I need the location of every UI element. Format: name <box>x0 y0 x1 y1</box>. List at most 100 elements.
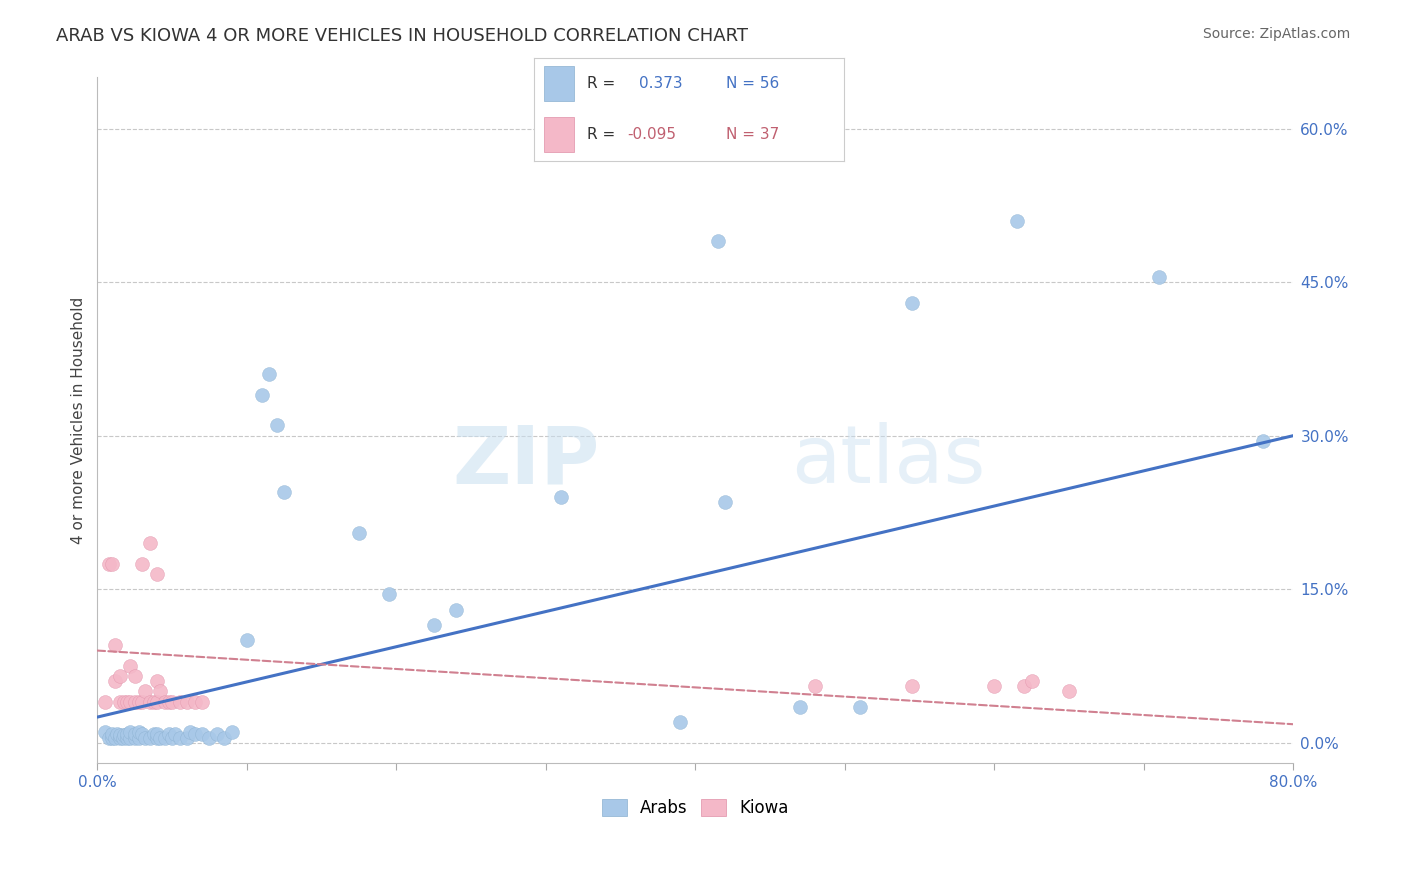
Point <box>131 727 153 741</box>
Point <box>714 495 737 509</box>
Point <box>205 727 228 741</box>
Point <box>378 587 401 601</box>
Point <box>153 695 176 709</box>
Point <box>108 731 131 745</box>
Point <box>1012 679 1035 693</box>
Point <box>157 695 180 709</box>
Point <box>901 679 924 693</box>
Point <box>273 484 295 499</box>
Point <box>347 525 370 540</box>
Point <box>146 695 169 709</box>
Point <box>804 679 827 693</box>
Point <box>143 695 166 709</box>
Point <box>183 695 205 709</box>
Point <box>146 727 169 741</box>
Point <box>134 731 156 745</box>
Point <box>169 731 191 745</box>
Text: atlas: atlas <box>792 423 986 500</box>
Point <box>124 669 146 683</box>
Point <box>108 669 131 683</box>
Point <box>101 731 124 745</box>
Text: ARAB VS KIOWA 4 OR MORE VEHICLES IN HOUSEHOLD CORRELATION CHART: ARAB VS KIOWA 4 OR MORE VEHICLES IN HOUS… <box>56 27 748 45</box>
Point <box>120 659 142 673</box>
Point <box>1005 213 1028 227</box>
Point <box>1021 674 1043 689</box>
Point <box>124 695 146 709</box>
Point <box>104 731 127 745</box>
Y-axis label: 4 or more Vehicles in Household: 4 or more Vehicles in Household <box>72 297 86 544</box>
Point <box>266 418 288 433</box>
Point <box>128 731 150 745</box>
Point <box>214 731 236 745</box>
Point <box>146 566 169 581</box>
Point <box>849 699 872 714</box>
Point <box>105 727 128 741</box>
Point <box>94 725 117 739</box>
Point <box>124 727 146 741</box>
Point <box>138 731 160 745</box>
Text: N = 37: N = 37 <box>725 128 779 143</box>
Point <box>221 725 243 739</box>
Point <box>1057 684 1080 698</box>
Point <box>157 727 180 741</box>
Text: 0.373: 0.373 <box>640 76 683 91</box>
Point <box>117 731 139 745</box>
Point <box>259 368 281 382</box>
Text: -0.095: -0.095 <box>627 128 676 143</box>
Point <box>183 727 205 741</box>
Point <box>707 234 730 248</box>
Point <box>131 695 153 709</box>
Point <box>444 602 467 616</box>
Point <box>143 727 166 741</box>
Point <box>98 731 121 745</box>
Point <box>146 674 169 689</box>
Point <box>165 727 187 741</box>
Point <box>1253 434 1275 448</box>
Point <box>131 557 153 571</box>
Point <box>149 684 172 698</box>
Point <box>160 731 183 745</box>
Point <box>160 695 183 709</box>
Bar <box>544 66 575 101</box>
Point <box>1147 270 1170 285</box>
Point <box>117 727 139 741</box>
Point <box>104 674 127 689</box>
Point <box>120 695 142 709</box>
Point <box>198 731 221 745</box>
Point <box>98 557 121 571</box>
Point <box>191 727 214 741</box>
Point <box>101 557 124 571</box>
Point <box>117 695 139 709</box>
Legend: Arabs, Kiowa: Arabs, Kiowa <box>595 792 796 823</box>
Point <box>169 695 191 709</box>
Point <box>94 695 117 709</box>
Point <box>146 731 169 745</box>
Text: ZIP: ZIP <box>453 423 600 500</box>
Text: R =: R = <box>586 76 614 91</box>
Point <box>112 695 135 709</box>
Point <box>983 679 1005 693</box>
Point <box>128 725 150 739</box>
Point <box>789 699 811 714</box>
Point <box>120 731 142 745</box>
Point <box>236 633 259 648</box>
Point <box>101 727 124 741</box>
Point <box>422 618 444 632</box>
Point <box>250 387 273 401</box>
Point <box>124 731 146 745</box>
Point <box>128 695 150 709</box>
Point <box>179 725 201 739</box>
Point <box>120 725 142 739</box>
Point <box>104 639 127 653</box>
Point <box>149 731 172 745</box>
Point <box>138 536 160 550</box>
Point <box>901 295 924 310</box>
Point <box>108 695 131 709</box>
Point <box>550 490 572 504</box>
Text: Source: ZipAtlas.com: Source: ZipAtlas.com <box>1202 27 1350 41</box>
Point <box>108 729 131 743</box>
Point <box>176 695 198 709</box>
Point <box>134 684 156 698</box>
Bar <box>544 118 575 153</box>
Point <box>191 695 214 709</box>
